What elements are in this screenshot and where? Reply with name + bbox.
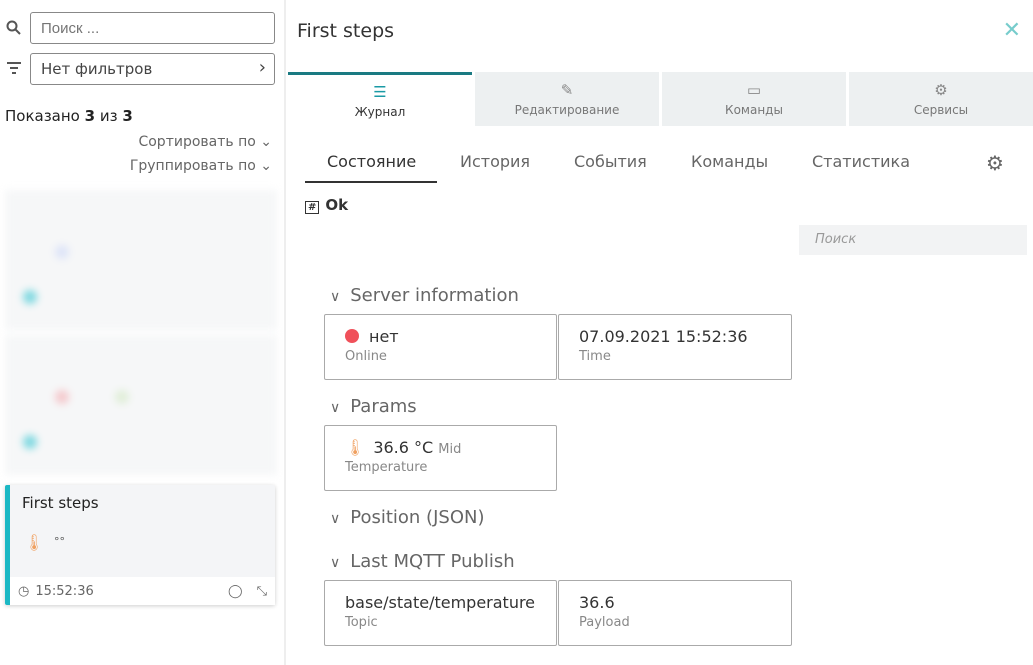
detail-panel: First steps ✕ ☰ Журнал ✎ Редактирование ▭ К… xyxy=(288,0,1033,665)
topic-field: base/state/temperature Topic xyxy=(324,580,557,646)
tab-commands[interactable]: ▭ Команды xyxy=(662,72,846,126)
subtab-history[interactable]: История xyxy=(460,152,531,171)
subtab-statistics[interactable]: Статистика xyxy=(812,152,910,171)
subtab-events[interactable]: События xyxy=(574,152,647,171)
thermometer-icon: 🌡︎ xyxy=(345,438,366,457)
offline-dot-icon xyxy=(345,329,359,343)
list-icon: ☰ xyxy=(373,82,387,101)
section-position[interactable]: ∨ Position (JSON) xyxy=(330,507,485,528)
status: # Ok xyxy=(305,196,348,214)
subtab-state[interactable]: Состояние xyxy=(327,152,417,171)
chevron-right-icon: › xyxy=(258,57,266,78)
shown-count: Показано 3 из 3 xyxy=(5,107,133,125)
sort-dropdown[interactable]: Сортировать по ⌄ xyxy=(138,134,272,150)
filter-select[interactable]: Нет фильтров › xyxy=(30,53,275,85)
gear-icon[interactable]: ⚙ xyxy=(986,151,1004,175)
terminal-icon: ▭ xyxy=(746,81,762,99)
status-icon: # xyxy=(305,201,320,214)
payload-field: 36.6 Payload xyxy=(558,580,792,646)
blurred-device-card[interactable] xyxy=(5,335,277,475)
subtab-commands[interactable]: Команды xyxy=(691,152,769,171)
filter-value: Нет фильтров xyxy=(41,60,153,78)
locate-icon[interactable]: ◯ xyxy=(228,583,243,599)
tab-services[interactable]: ⚙ Сервисы xyxy=(849,72,1033,126)
section-server-information[interactable]: ∨ Server information xyxy=(330,285,519,306)
time-field: 07.09.2021 15:52:36 Time xyxy=(558,314,792,380)
thermometer-icon: 🌡︎ xyxy=(24,533,45,552)
main-tabs: ☰ Журнал ✎ Редактирование ▭ Команды ⚙ Сервис… xyxy=(288,72,1033,126)
active-subtab-indicator xyxy=(305,181,437,183)
close-icon[interactable]: ✕ xyxy=(1002,18,1021,43)
edit-icon: ✎ xyxy=(560,81,574,99)
group-dropdown[interactable]: Группировать по ⌄ xyxy=(129,158,272,174)
drops-icon: °° xyxy=(54,535,65,548)
sidebar: Нет фильтров › Показано 3 из 3 Сортироват… xyxy=(0,0,286,665)
chevron-down-icon: ∨ xyxy=(330,511,341,527)
card-time: 15:52:36 xyxy=(35,583,94,599)
panel-title: First steps xyxy=(297,20,395,42)
section-last-mqtt-publish[interactable]: ∨ Last MQTT Publish xyxy=(330,551,515,572)
chevron-down-icon: ∨ xyxy=(330,555,341,571)
card-footer: ◷ 15:52:36 ◯ ⤡ xyxy=(10,577,275,605)
search-icon xyxy=(6,20,22,36)
clock-icon: ◷ xyxy=(18,583,30,599)
card-title: First steps xyxy=(22,494,99,512)
services-icon: ⚙ xyxy=(934,81,948,99)
device-card-first-steps[interactable]: First steps 🌡︎ °° ◷ 15:52:36 ◯ ⤡ xyxy=(5,485,275,605)
collapse-icon[interactable]: ⤡ xyxy=(256,583,267,599)
online-field: нет Online xyxy=(324,314,557,380)
tab-edit[interactable]: ✎ Редактирование xyxy=(475,72,659,126)
tab-journal[interactable]: ☰ Журнал xyxy=(288,72,472,126)
state-search-input[interactable]: Поиск xyxy=(799,225,1027,255)
temperature-field: 🌡︎ 36.6 °C Mid Temperature xyxy=(324,425,557,491)
chevron-down-icon: ∨ xyxy=(330,289,341,305)
search-input[interactable] xyxy=(30,12,275,44)
filter-icon xyxy=(6,62,22,74)
blurred-device-card[interactable] xyxy=(5,190,277,330)
chevron-down-icon: ∨ xyxy=(330,400,341,416)
section-params[interactable]: ∨ Params xyxy=(330,396,417,417)
